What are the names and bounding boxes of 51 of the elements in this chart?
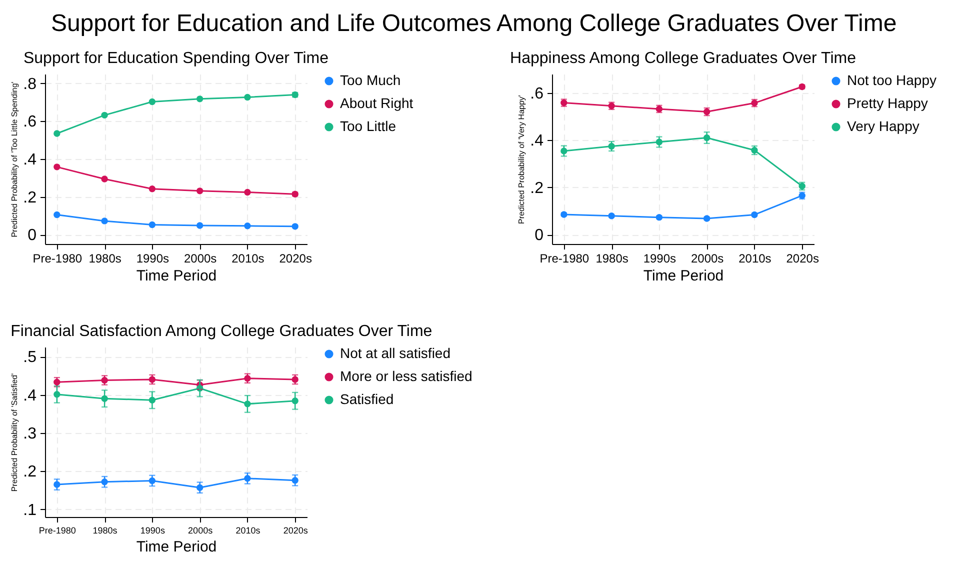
x-tick-label: 1980s bbox=[596, 252, 628, 266]
y-tick-label: .2 bbox=[23, 464, 37, 481]
y-axis-title: Predicted Probability of 'Very Happy' bbox=[517, 94, 526, 224]
chart-title: Happiness Among College Graduates Over Time bbox=[510, 50, 856, 67]
x-tick-label: 2010s bbox=[738, 252, 772, 266]
y-tick-label: 0 bbox=[28, 227, 37, 244]
y-tick-label: .5 bbox=[23, 349, 37, 366]
y-tick-label: .8 bbox=[23, 76, 37, 93]
y-tick-label: .1 bbox=[23, 502, 37, 519]
chart-title: Financial Satisfaction Among College Graduates Over Time bbox=[10, 323, 432, 340]
x-axis-title: Time Period bbox=[136, 268, 217, 284]
legend-label: Pretty Happy bbox=[847, 95, 928, 111]
y-tick-label: .6 bbox=[530, 85, 544, 102]
legend-label: Too Little bbox=[340, 118, 396, 134]
legend-label: Satisfied bbox=[340, 391, 394, 407]
x-tick-label: 1980s bbox=[88, 252, 122, 266]
legend-label: Very Happy bbox=[847, 118, 920, 134]
x-tick-label: 1980s bbox=[92, 526, 118, 536]
y-tick-label: .4 bbox=[530, 132, 544, 150]
legend-label: Not at all satisfied bbox=[340, 345, 450, 361]
legend-label: About Right bbox=[340, 95, 414, 111]
x-tick-label: 2000s bbox=[184, 252, 217, 266]
y-tick-label: .6 bbox=[23, 114, 37, 131]
x-tick-label: Pre-1980 bbox=[540, 252, 590, 266]
x-tick-label: 2020s bbox=[279, 252, 312, 266]
y-axis-title: Predicted Probability of 'Too Little Spending' bbox=[10, 81, 20, 238]
chart-title: Support for Education Spending Over Time bbox=[23, 50, 329, 67]
x-tick-label: 1990s bbox=[140, 526, 166, 536]
x-tick-label: 2010s bbox=[236, 526, 261, 536]
y-tick-label: .2 bbox=[23, 189, 37, 206]
y-tick-label: 0 bbox=[534, 227, 544, 244]
x-axis-title: Time Period bbox=[136, 538, 217, 556]
text: Support for Education and Life Outcomes Among College Graduates Over Time bbox=[50, 10, 897, 37]
x-tick-label: 1990s bbox=[136, 252, 170, 266]
y-tick-label: .2 bbox=[530, 180, 544, 197]
y-tick-label: .3 bbox=[23, 425, 37, 442]
x-tick-label: 2020s bbox=[786, 252, 819, 266]
legend-label: More or less satisfied bbox=[340, 368, 472, 384]
x-tick-label: 2010s bbox=[232, 252, 264, 266]
y-axis-title: Predicted Probability of 'Satisfied' bbox=[10, 372, 20, 492]
x-tick-label: 2020s bbox=[283, 526, 308, 536]
x-tick-label: 1990s bbox=[643, 252, 676, 266]
y-tick-label: .4 bbox=[23, 387, 37, 404]
y-tick-label: .4 bbox=[23, 152, 37, 168]
x-tick-label: Pre-1980 bbox=[32, 252, 82, 266]
legend-label: Not too Happy bbox=[847, 72, 936, 88]
x-tick-label: 2000s bbox=[690, 252, 724, 266]
legend-label: Too Much bbox=[340, 72, 401, 88]
x-tick-label: Pre-1980 bbox=[38, 526, 76, 536]
x-axis-title: Time Period bbox=[643, 268, 724, 284]
x-tick-label: 2000s bbox=[188, 526, 214, 536]
